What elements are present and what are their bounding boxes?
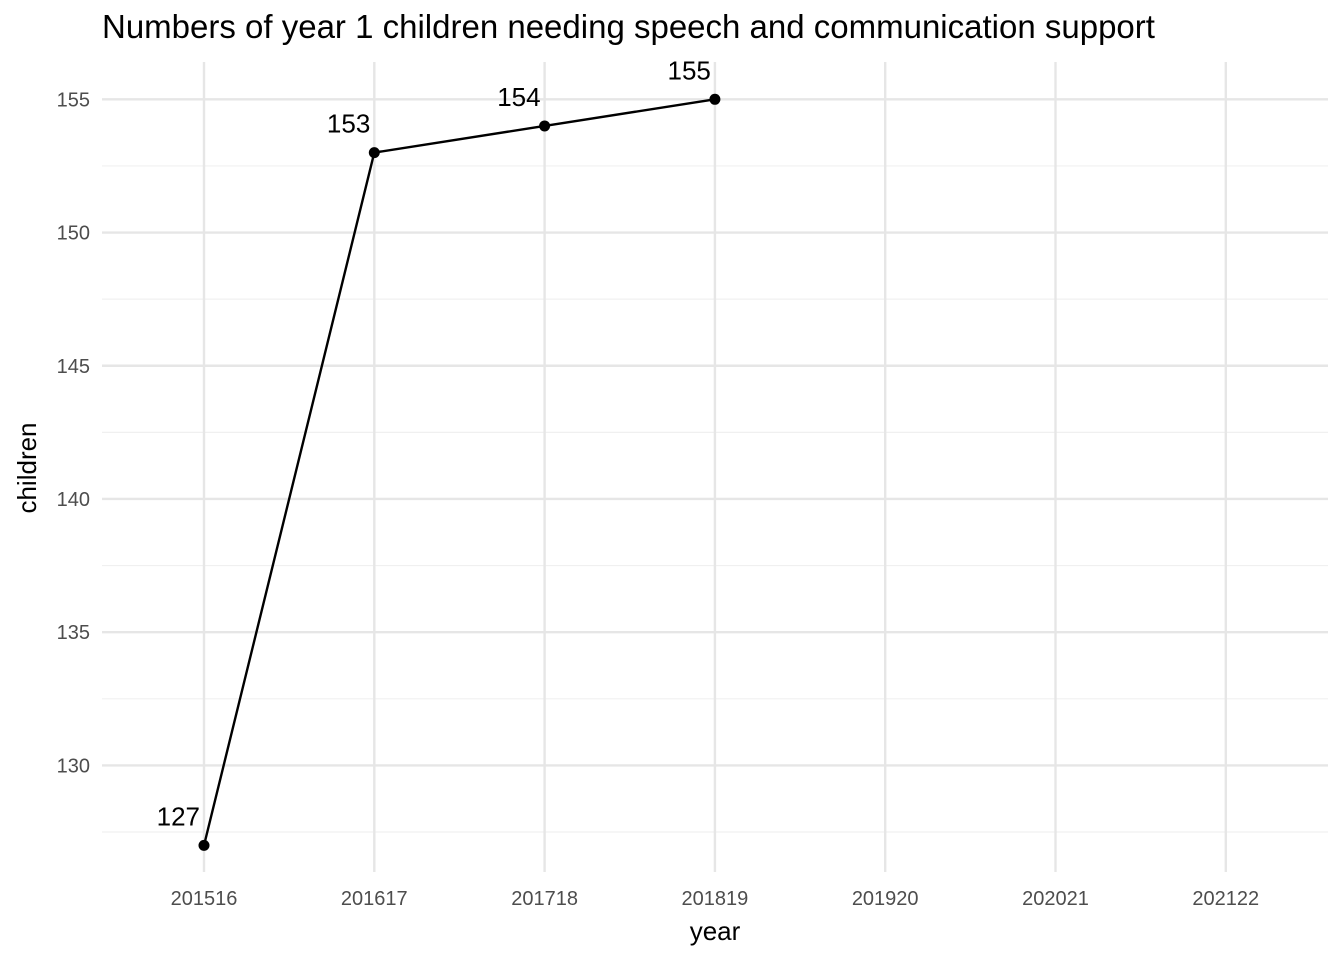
data-point [709,93,721,105]
y-tick-label: 130 [57,755,90,777]
x-tick-label: 201516 [171,888,238,910]
series-points [198,93,721,851]
x-tick-label: 202122 [1192,888,1259,910]
data-label: 154 [497,82,540,112]
x-axis-ticks: 201516 201617 201718 201819 201920 202021 2021… [171,888,1260,910]
x-tick-label: 202021 [1022,888,1089,910]
series-line [202,98,716,846]
data-point [198,839,210,851]
x-tick-label: 201920 [852,888,919,910]
y-tick-label: 135 [57,622,90,644]
major-gridlines [102,62,1328,872]
data-labels: 127 153 154 155 [157,55,711,831]
y-tick-label: 155 [57,89,90,111]
y-tick-label: 150 [57,223,90,245]
data-point [539,120,551,132]
y-axis-title: children [12,422,42,513]
x-tick-label: 201718 [511,888,578,910]
chart-title: Numbers of year 1 children needing speec… [102,8,1155,45]
data-point [368,147,380,159]
series-lines [202,98,716,846]
x-axis-title: year [690,916,741,946]
y-tick-label: 140 [57,489,90,511]
data-label: 153 [327,109,370,139]
y-axis-ticks: 130 135 140 145 150 155 [57,89,90,777]
x-tick-label: 201819 [682,888,749,910]
data-label: 155 [668,55,711,85]
y-tick-label: 145 [57,356,90,378]
x-tick-label: 201617 [341,888,408,910]
data-label: 127 [157,801,200,831]
